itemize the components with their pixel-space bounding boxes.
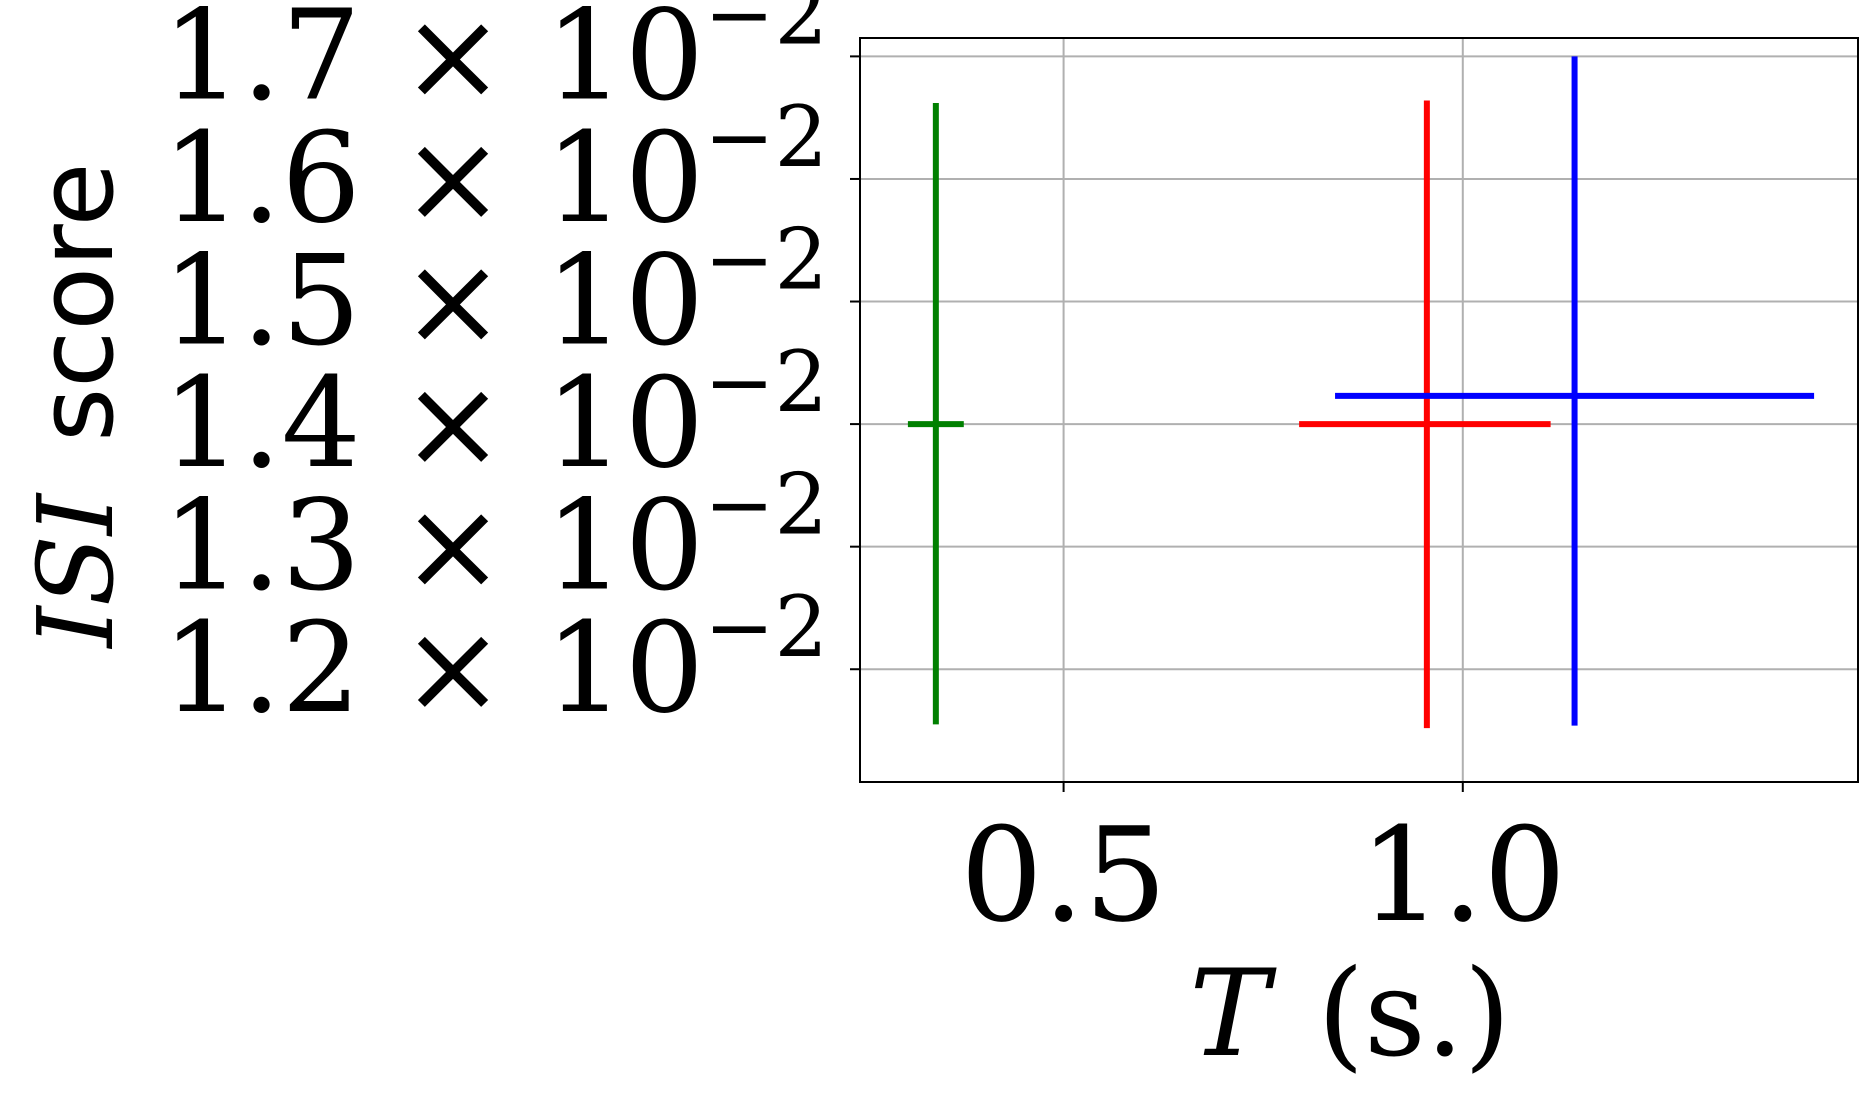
y-tick-exponent: −2 [704, 578, 828, 676]
y-tick-exponent: −2 [704, 333, 828, 431]
y-tick-mantissa: 1.3 [162, 474, 401, 619]
series-errorbars [907, 56, 1815, 729]
y-axis-label: ISI score [15, 163, 137, 650]
y-tick-exponent: −2 [704, 456, 828, 554]
x-tick-label: 1.0 [1359, 799, 1566, 951]
y-tick-label: 1.2 × 10−2 [162, 578, 828, 741]
y-tick-mantissa: 1.7 [162, 0, 401, 128]
y-tick-base: × 10 [401, 229, 705, 374]
y-tick-mantissa: 1.5 [162, 229, 401, 374]
y-tick-mantissa: 1.2 [162, 596, 401, 741]
y-tick-exponent: −2 [704, 88, 828, 186]
y-axis-word: score [15, 163, 137, 442]
y-tick-exponent: −2 [704, 211, 828, 309]
y-tick-label: 1.6 × 10−2 [162, 88, 828, 251]
y-tick-mantissa: 1.4 [162, 351, 401, 496]
y-tick-label: 1.5 × 10−2 [162, 211, 828, 374]
y-tick-base: × 10 [401, 596, 705, 741]
y-tick-label: 1.4 × 10−2 [162, 333, 828, 496]
y-tick-label: 1.3 × 10−2 [162, 456, 828, 619]
y-tick-base: × 10 [401, 0, 705, 128]
x-axis-label: T (s.) [1189, 945, 1510, 1084]
y-tick-label: 1.7 × 10−2 [162, 0, 828, 128]
x-tick-label: 0.5 [960, 799, 1167, 951]
y-tick-mantissa: 1.6 [162, 106, 401, 251]
y-tick-exponent: −2 [704, 0, 828, 63]
axis-ticks [850, 55, 1464, 792]
plot-frame [859, 37, 1859, 783]
y-axis-symbol: ISI [15, 492, 137, 649]
x-tick-labels: 0.5 1.0 [960, 799, 1566, 951]
x-axis-symbol: T [1189, 945, 1277, 1084]
y-tick-labels: 1.2 × 10−21.3 × 10−21.4 × 10−21.5 × 10−2… [162, 0, 828, 741]
grid-lines [860, 38, 1858, 782]
y-tick-base: × 10 [401, 106, 705, 251]
y-tick-base: × 10 [401, 474, 705, 619]
y-tick-base: × 10 [401, 351, 705, 496]
x-axis-unit: (s.) [1317, 945, 1510, 1084]
